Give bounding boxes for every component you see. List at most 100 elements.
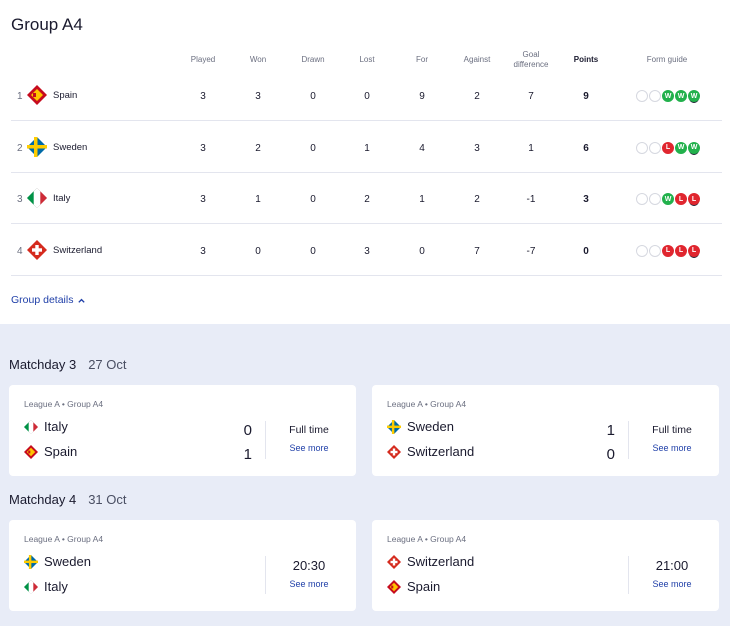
sweden-flag-icon xyxy=(27,136,47,157)
divider xyxy=(628,556,629,594)
table-row[interactable]: 1 Spain 3 3 0 0 9 2 7 9 W W W xyxy=(11,70,722,121)
see-more-link[interactable]: See more xyxy=(289,443,329,453)
see-more-link[interactable]: See more xyxy=(652,579,692,589)
match-card[interactable]: League A • Group A4 Sweden Italy 20:30 See m… xyxy=(9,520,356,611)
header-played: Played xyxy=(190,55,216,64)
away-score: 1 xyxy=(243,446,252,463)
header-goal-difference: Goal difference xyxy=(513,50,549,69)
stat-gd: -7 xyxy=(526,245,536,257)
stat-against: 2 xyxy=(474,91,480,102)
away-team-name: Spain xyxy=(44,444,78,459)
team-name: Spain xyxy=(53,90,78,101)
stat-played: 3 xyxy=(200,245,206,257)
stat-played: 3 xyxy=(200,91,206,102)
home-team: Sweden xyxy=(24,554,91,569)
stat-for: 0 xyxy=(419,245,425,257)
sweden-flag-icon xyxy=(387,419,401,434)
see-more-link[interactable]: See more xyxy=(289,579,329,589)
away-team: Spain xyxy=(24,444,77,459)
form-result: L xyxy=(675,244,687,257)
league-label: League A • Group A4 xyxy=(24,399,104,409)
matchday-date: 27 Oct xyxy=(88,357,127,372)
stat-against: 2 xyxy=(474,194,480,205)
italy-flag-icon xyxy=(26,187,48,209)
matchday-date: 31 Oct xyxy=(88,492,127,507)
home-score: 0 xyxy=(243,422,252,439)
away-team: Switzerland xyxy=(387,444,474,459)
stat-won: 0 xyxy=(255,245,261,257)
rank: 4 xyxy=(17,245,23,257)
away-team-name: Italy xyxy=(44,579,68,594)
standings-section: Group A4 Played Won Drawn Lost For Again… xyxy=(11,15,722,306)
form-result xyxy=(636,141,648,154)
form-result: L xyxy=(675,193,687,205)
home-team: Sweden xyxy=(387,419,454,434)
form-result xyxy=(649,193,661,205)
group-title: Group A4 xyxy=(11,15,83,34)
matchday-4-heading: Matchday 4 31 Oct xyxy=(9,492,127,507)
stat-against: 7 xyxy=(474,245,480,257)
stat-for: 4 xyxy=(419,142,425,154)
league-label: League A • Group A4 xyxy=(387,534,467,544)
switzerland-flag-icon xyxy=(387,554,401,569)
stat-played: 3 xyxy=(200,194,206,205)
see-more-link[interactable]: See more xyxy=(652,443,692,453)
table-row[interactable]: 2 Sweden 3 2 0 1 4 3 1 6 L W W xyxy=(11,122,722,173)
match-card[interactable]: League A • Group A4 Sweden Switzerland 1 0 Fu… xyxy=(372,385,719,476)
switzerland-flag-icon xyxy=(27,239,47,260)
table-row[interactable]: 4 Switzerland 3 0 0 3 0 7 -7 0 L L L xyxy=(11,225,722,276)
stat-won: 3 xyxy=(255,91,261,102)
stat-points: 9 xyxy=(583,91,589,102)
header-for: For xyxy=(416,55,428,64)
league-label: League A • Group A4 xyxy=(24,534,104,544)
form-result xyxy=(649,141,661,154)
form-result: L xyxy=(688,244,700,257)
away-team: Spain xyxy=(387,579,440,594)
form-result: L xyxy=(662,141,674,154)
header-won: Won xyxy=(249,55,267,64)
italy-flag-icon xyxy=(23,579,39,594)
stat-drawn: 0 xyxy=(310,91,316,102)
kickoff-time: 21:00 xyxy=(655,558,689,573)
form-result: W xyxy=(675,141,687,154)
sweden-flag-icon xyxy=(24,554,38,569)
stat-for: 1 xyxy=(419,194,425,205)
home-team: Switzerland xyxy=(387,554,474,569)
rank: 3 xyxy=(17,194,23,205)
stat-drawn: 0 xyxy=(310,142,316,154)
stat-points: 6 xyxy=(583,142,589,154)
group-details-label: Group details xyxy=(11,294,74,306)
matchday-label: Matchday 3 xyxy=(9,357,77,372)
match-card[interactable]: League A • Group A4 Italy Spain 0 1 Full time… xyxy=(9,385,356,476)
switzerland-flag-icon xyxy=(387,444,401,459)
italy-flag-icon xyxy=(23,419,39,434)
stat-lost: 0 xyxy=(364,91,370,102)
away-team: Italy xyxy=(23,579,68,594)
match-card[interactable]: League A • Group A4 Switzerland Spain 21:00… xyxy=(372,520,719,611)
form-result: W xyxy=(688,141,700,154)
away-team-name: Spain xyxy=(407,579,441,594)
league-label: League A • Group A4 xyxy=(387,399,467,409)
stat-lost: 2 xyxy=(364,194,370,205)
form-result xyxy=(649,244,661,257)
spain-flag-icon xyxy=(27,85,47,105)
form-result: L xyxy=(662,244,674,257)
header-form-guide: Form guide xyxy=(646,55,688,64)
matchday-label: Matchday 4 xyxy=(9,492,77,507)
away-score: 0 xyxy=(606,446,615,463)
home-team-name: Sweden xyxy=(407,419,454,434)
table-row[interactable]: 3 Italy 3 1 0 2 1 2 -1 3 W L L xyxy=(11,173,722,224)
rank: 1 xyxy=(17,91,23,102)
spain-flag-icon xyxy=(387,579,401,594)
home-team-name: Sweden xyxy=(44,554,91,569)
form-result xyxy=(636,90,648,102)
team-name: Switzerland xyxy=(53,244,103,256)
form-result xyxy=(636,244,648,257)
stat-won: 1 xyxy=(255,194,261,205)
divider xyxy=(265,421,266,459)
group-details-link[interactable]: Group details xyxy=(11,294,86,306)
team-name: Italy xyxy=(53,193,71,204)
